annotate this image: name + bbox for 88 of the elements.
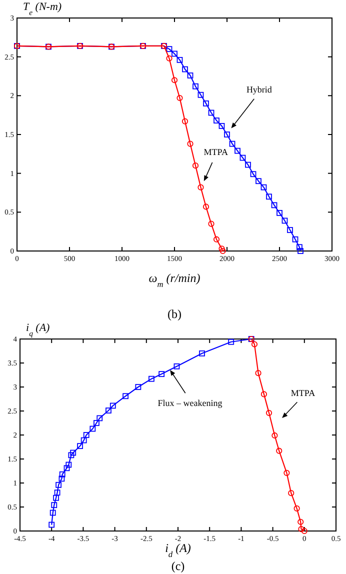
y-axis-title: T$_{e}$ (N-m) <box>23 1 62 16</box>
point <box>255 370 262 376</box>
text: (c) <box>171 559 185 573</box>
point <box>245 162 251 168</box>
annotation: MTPA <box>204 147 228 158</box>
annotation: Hybrid <box>246 84 272 94</box>
point <box>292 236 298 242</box>
point <box>298 518 304 525</box>
x-axis-title: i$_{d}$ (A) <box>165 541 191 558</box>
point <box>48 522 55 528</box>
point <box>58 476 65 482</box>
point <box>122 393 128 400</box>
point <box>287 227 293 233</box>
point <box>288 490 294 496</box>
point <box>64 465 70 472</box>
point <box>53 494 59 501</box>
point <box>208 220 214 227</box>
point <box>208 110 214 116</box>
point <box>50 510 56 516</box>
point <box>199 350 205 356</box>
point <box>176 56 183 63</box>
point <box>198 92 204 98</box>
point <box>298 248 304 254</box>
point <box>187 140 194 147</box>
point <box>298 526 304 532</box>
y-axis-title: i$_{q}$ (A) <box>26 322 50 338</box>
point <box>271 202 278 208</box>
point <box>68 452 74 458</box>
point <box>54 490 60 496</box>
point <box>70 450 76 456</box>
point <box>80 437 87 444</box>
point <box>158 371 165 377</box>
point <box>250 171 256 178</box>
point <box>51 502 58 508</box>
point <box>251 341 258 348</box>
point <box>182 118 188 124</box>
point <box>228 338 234 345</box>
point <box>224 132 230 138</box>
point <box>218 123 225 129</box>
point <box>218 246 225 252</box>
point <box>220 248 226 254</box>
point <box>96 415 103 422</box>
point <box>284 470 290 476</box>
annotation: Flux – weakening <box>158 398 223 408</box>
point <box>276 448 282 454</box>
point <box>192 83 198 90</box>
point <box>110 402 116 409</box>
point <box>106 408 112 414</box>
point <box>202 204 210 210</box>
point <box>166 46 172 52</box>
point <box>171 77 178 84</box>
point <box>148 376 154 382</box>
point <box>282 218 288 224</box>
point <box>77 443 83 449</box>
point <box>56 482 62 488</box>
point <box>266 410 272 416</box>
point <box>234 148 240 154</box>
point <box>192 162 199 169</box>
point <box>187 72 194 78</box>
point <box>135 384 142 390</box>
point <box>229 140 236 147</box>
point <box>182 66 188 72</box>
point <box>294 505 300 512</box>
point <box>276 210 282 216</box>
point <box>83 432 90 438</box>
point <box>266 194 272 200</box>
point <box>166 55 172 62</box>
text: (b) <box>168 307 182 321</box>
point <box>66 462 72 468</box>
point <box>198 184 204 190</box>
point <box>174 363 180 370</box>
annotation: MTPA <box>290 388 316 398</box>
point <box>214 118 220 124</box>
point <box>176 94 183 102</box>
point <box>301 528 308 534</box>
point <box>94 420 100 426</box>
point <box>272 432 278 439</box>
point <box>256 178 262 184</box>
point <box>59 471 66 478</box>
point <box>296 244 302 250</box>
point <box>172 50 178 57</box>
x-axis-title: ω$_{m}$ (r/min) <box>148 271 200 288</box>
point <box>203 100 209 106</box>
point <box>213 236 220 242</box>
point <box>260 391 267 398</box>
point <box>260 184 267 190</box>
point <box>240 154 246 161</box>
point <box>90 426 96 432</box>
